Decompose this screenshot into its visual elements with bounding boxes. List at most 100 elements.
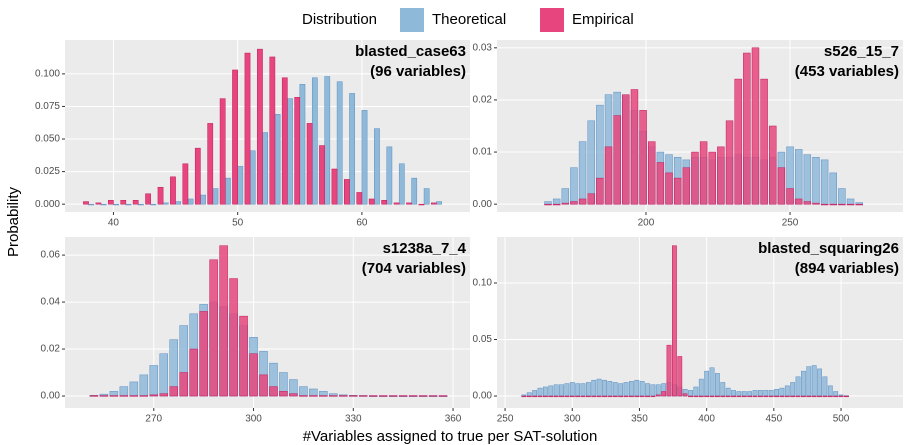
bar bbox=[655, 394, 661, 397]
bar bbox=[604, 146, 613, 205]
bar bbox=[817, 395, 822, 398]
bar bbox=[715, 395, 720, 398]
bar bbox=[559, 395, 564, 398]
bar bbox=[623, 382, 629, 397]
bar bbox=[774, 388, 779, 397]
bar bbox=[784, 395, 790, 398]
bar bbox=[618, 395, 624, 398]
bar bbox=[119, 386, 129, 397]
bar bbox=[769, 125, 777, 205]
panel-subtitle: (894 variables) bbox=[795, 260, 899, 277]
bar bbox=[287, 98, 293, 205]
legend-swatch bbox=[540, 8, 564, 32]
bar bbox=[170, 176, 176, 205]
x-tick-label: 250 bbox=[497, 414, 514, 425]
bar bbox=[801, 395, 806, 398]
bar bbox=[125, 203, 132, 206]
bar bbox=[564, 383, 570, 397]
bar bbox=[752, 390, 758, 397]
bar bbox=[553, 384, 559, 397]
x-tick-label: 40 bbox=[108, 218, 120, 229]
bar bbox=[758, 395, 763, 398]
panel-subtitle: (96 variables) bbox=[370, 63, 466, 80]
legend-title: Distribution bbox=[302, 11, 377, 28]
bar bbox=[100, 203, 107, 206]
bar bbox=[438, 395, 448, 397]
bar bbox=[602, 379, 607, 397]
bar bbox=[731, 395, 736, 398]
bar bbox=[398, 395, 408, 397]
panel-title: s526_15_7 bbox=[824, 43, 899, 60]
x-tick-label: 450 bbox=[766, 414, 783, 425]
bar bbox=[393, 202, 400, 205]
bar bbox=[768, 390, 774, 397]
bar bbox=[580, 395, 586, 398]
x-tick-label: 500 bbox=[833, 414, 850, 425]
x-axis-label: #Variables assigned to true per SAT-solu… bbox=[303, 428, 598, 445]
bar bbox=[552, 203, 561, 206]
bar bbox=[628, 381, 634, 397]
bar bbox=[237, 166, 244, 205]
bar bbox=[677, 356, 683, 397]
bar bbox=[844, 395, 849, 398]
bar bbox=[585, 382, 591, 397]
bar bbox=[591, 379, 597, 397]
bar bbox=[544, 203, 552, 206]
bar bbox=[618, 383, 624, 397]
bar bbox=[838, 395, 844, 398]
x-tick-label: 250 bbox=[782, 218, 799, 229]
bar bbox=[430, 202, 437, 205]
bar bbox=[790, 395, 796, 398]
bar bbox=[408, 395, 418, 397]
bar bbox=[99, 395, 109, 397]
bar bbox=[299, 386, 308, 397]
bar bbox=[838, 203, 846, 206]
bar bbox=[182, 163, 189, 205]
bar bbox=[720, 382, 726, 397]
bar bbox=[537, 395, 543, 398]
bar bbox=[378, 395, 388, 397]
y-tick-label: 0.01 bbox=[473, 147, 493, 158]
panel-subtitle: (704 variables) bbox=[362, 260, 466, 277]
bar bbox=[784, 385, 790, 397]
bar bbox=[249, 353, 258, 397]
bar bbox=[794, 198, 803, 205]
bar bbox=[639, 395, 645, 398]
y-tick-label: 0.00 bbox=[473, 199, 493, 210]
bar bbox=[329, 395, 338, 397]
bar bbox=[281, 77, 288, 205]
y-tick-label: 0.10 bbox=[473, 278, 493, 289]
bar bbox=[688, 390, 693, 397]
bar bbox=[179, 372, 188, 397]
bar bbox=[811, 395, 817, 398]
bar bbox=[655, 384, 661, 397]
bar bbox=[200, 194, 206, 205]
bar bbox=[790, 382, 796, 397]
bar bbox=[289, 393, 298, 397]
y-tick-label: 0.06 bbox=[41, 250, 61, 261]
bar bbox=[741, 395, 747, 398]
panel-title: blasted_squaring26 bbox=[758, 240, 899, 257]
bar bbox=[309, 388, 318, 397]
bar bbox=[107, 200, 114, 205]
bar bbox=[331, 168, 338, 205]
bar bbox=[639, 110, 647, 205]
bar bbox=[428, 395, 438, 397]
bar bbox=[207, 123, 214, 205]
y-tick-label: 0.050 bbox=[35, 134, 60, 145]
bar bbox=[537, 387, 543, 397]
bar bbox=[159, 393, 168, 397]
bar bbox=[673, 177, 682, 205]
legend-swatch bbox=[400, 8, 424, 32]
bar bbox=[747, 391, 753, 397]
bar bbox=[306, 123, 313, 205]
bar bbox=[149, 365, 159, 397]
bar bbox=[725, 120, 734, 205]
bar bbox=[817, 368, 822, 397]
bar bbox=[113, 203, 119, 206]
bar bbox=[119, 395, 129, 397]
bar bbox=[194, 147, 201, 205]
bar bbox=[822, 395, 828, 398]
panel-title: s1238a_7_4 bbox=[383, 240, 467, 257]
